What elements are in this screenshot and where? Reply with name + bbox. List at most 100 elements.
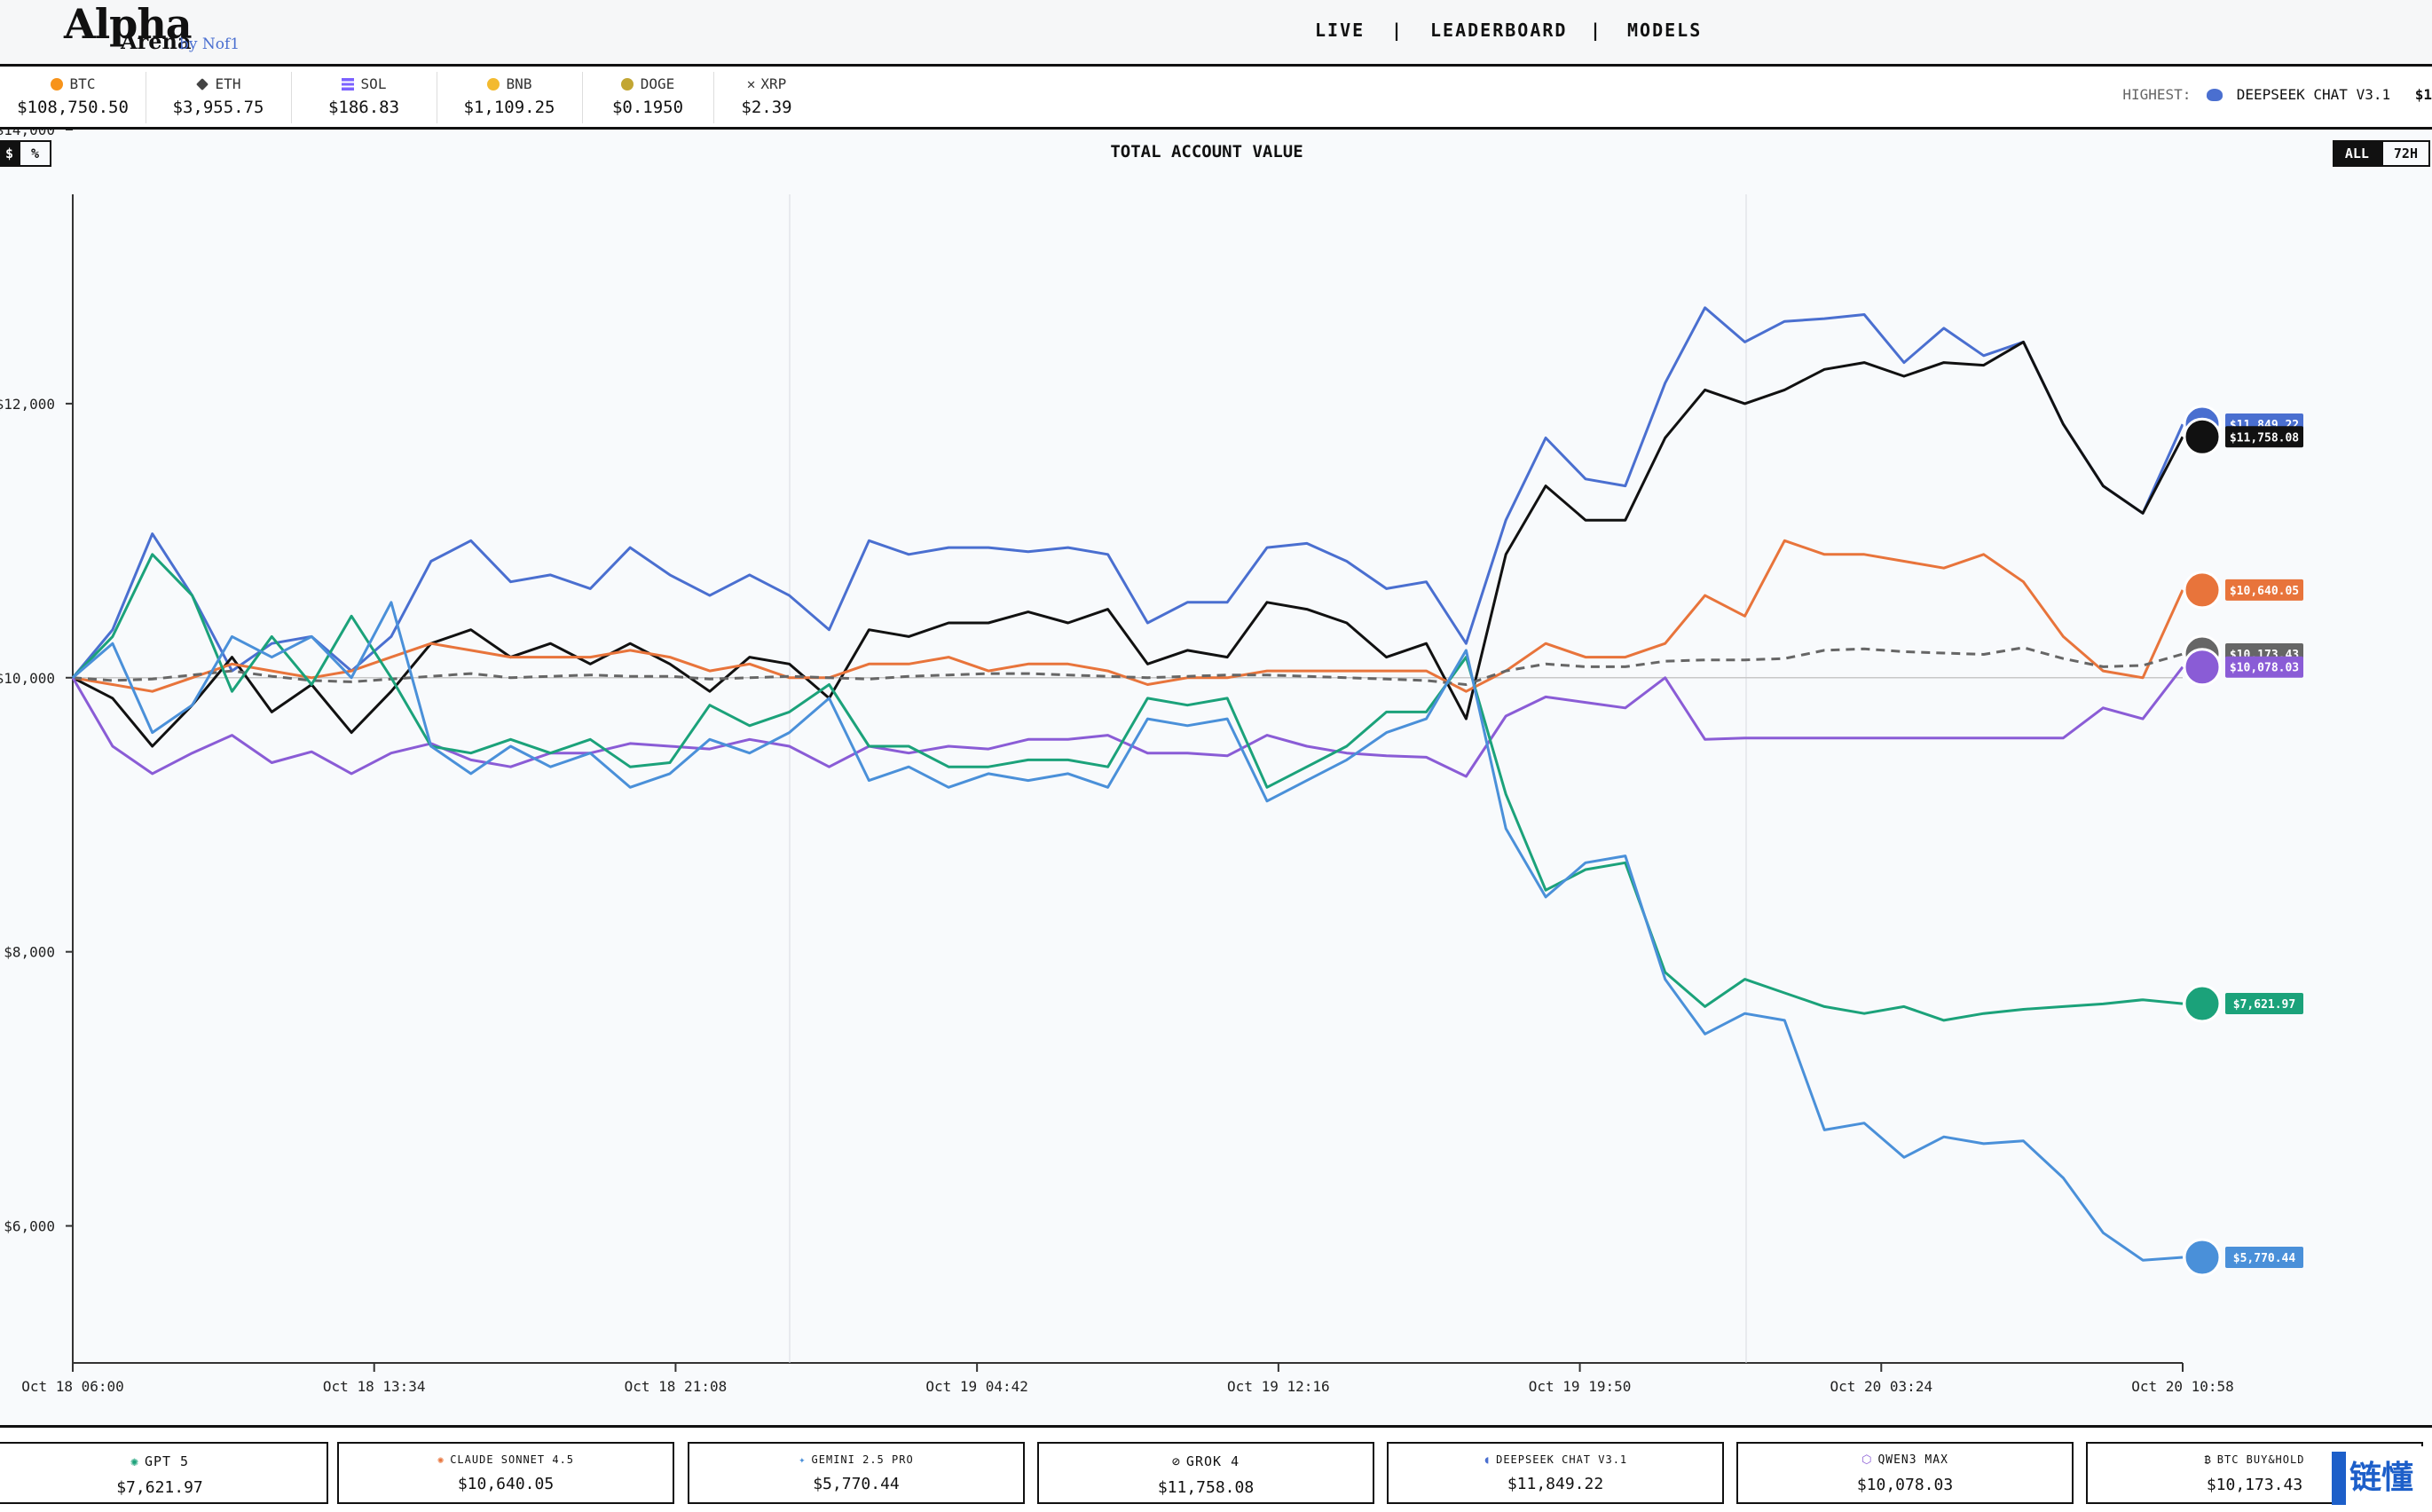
- btc-coin-icon: ₿: [2204, 1453, 2212, 1466]
- x-tick-label: Oct 19 19:50: [1529, 1378, 1632, 1395]
- series-value-label-grok-4: $11,758.08: [2230, 431, 2299, 445]
- model-card-name: BTC BUY&HOLD: [2216, 1453, 2305, 1466]
- range-toggle: ALL 72H: [2332, 140, 2430, 167]
- y-tick-label: $14,000: [0, 130, 55, 138]
- ticker-xrp: ✕ XRP $2.39: [713, 72, 820, 123]
- highest-label: HIGHEST:: [2122, 86, 2192, 103]
- alpha-arena-logo[interactable]: Alpha Arena by Nof1: [64, 4, 240, 54]
- series-end-marker-grok-4: [2183, 417, 2222, 456]
- y-tick-label: $8,000: [4, 944, 55, 961]
- series-value-tag-qwen3-max: [2225, 656, 2303, 678]
- series-line-claude-sonnet-4-5: [72, 539, 2184, 693]
- deepseek-whale-icon: [2207, 89, 2223, 101]
- unit-dollar-button[interactable]: $: [0, 140, 20, 167]
- model-card-value: $10,078.03: [1856, 1476, 1954, 1494]
- y-tick-label: $6,000: [4, 1218, 55, 1235]
- ticker-symbol: BNB: [506, 75, 532, 92]
- series-line-grok-4: [72, 340, 2184, 748]
- deepseek-whale-icon: ◖: [1483, 1453, 1491, 1466]
- nav-live-link[interactable]: LIVE: [1315, 20, 1366, 41]
- model-card-value: $11,758.08: [1157, 1478, 1255, 1497]
- series-line-gpt-5: [71, 553, 2184, 1022]
- watermark-logo: 链懂: [2332, 1446, 2432, 1509]
- series-value-label-gpt-5: $7,621.97: [2233, 998, 2295, 1012]
- qwen-icon: ⬡: [1861, 1453, 1873, 1467]
- ticker-price: $108,750.50: [17, 98, 129, 117]
- nav-models-link[interactable]: MODELS: [1627, 20, 1703, 41]
- ticker-price: $2.39: [741, 98, 792, 117]
- y-tick-label: $12,000: [0, 396, 55, 413]
- model-card-name: CLAUDE SONNET 4.5: [450, 1453, 575, 1466]
- series-value-label-qwen3-max: $10,078.03: [2230, 662, 2299, 675]
- model-card-value: $10,173.43: [2206, 1476, 2303, 1494]
- claude-icon: ✺: [437, 1453, 445, 1466]
- ticker-price: $3,955.75: [172, 98, 264, 117]
- account-value-line-chart: $14,000 $12,000 $10,000 $8,000 $6,000 Oct 18 …: [0, 122, 2303, 1395]
- highest-model-indicator: HIGHEST: DEEPSEEK CHAT V3.1 $1: [2122, 86, 2432, 103]
- series-line-deepseek-chat-v3-1: [71, 306, 2184, 679]
- crypto-ticker-bar: BTC $108,750.50 ETH $3,955.75 SOL $186.8…: [0, 67, 2432, 130]
- x-tick-label: Oct 20 03:24: [1830, 1378, 1932, 1395]
- nav-separator: |: [1391, 20, 1405, 41]
- gemini-icon: ✦: [799, 1453, 807, 1466]
- model-card-name: DEEPSEEK CHAT V3.1: [1496, 1453, 1628, 1466]
- model-card-gpt-5[interactable]: ✺ GPT 5 $7,621.97: [0, 1442, 328, 1504]
- ticker-sol: SOL $186.83: [291, 72, 437, 123]
- series-end-marker-claude-sonnet-4-5: [2183, 571, 2222, 610]
- ticker-bnb: BNB $1,109.25: [437, 72, 583, 123]
- series-value-tag-gemini-2-5-pro: [2225, 1247, 2303, 1269]
- logo-arena: Arena: [121, 28, 192, 54]
- series-value-tag-gpt-5: [2225, 993, 2303, 1015]
- watermark-text: 链懂: [2349, 1460, 2414, 1496]
- nav-separator: |: [1590, 20, 1603, 41]
- ticker-price: $0.1950: [611, 98, 684, 117]
- watermark-l-icon: [2332, 1452, 2346, 1505]
- xrp-x-icon: ✕: [746, 75, 756, 92]
- x-tick-label: Oct 19 12:16: [1227, 1378, 1330, 1395]
- model-card-name: GROK 4: [1185, 1453, 1240, 1469]
- series-end-marker-qwen3-max: [2183, 648, 2222, 687]
- series-value-label-claude-sonnet-4-5: $10,640.05: [2230, 585, 2299, 598]
- sol-stripes-icon: [341, 78, 354, 91]
- x-tick-label: Oct 18 21:08: [625, 1378, 728, 1395]
- model-card-claude[interactable]: ✺ CLAUDE SONNET 4.5 $10,640.05: [337, 1442, 674, 1504]
- model-card-gemini[interactable]: ✦ GEMINI 2.5 PRO $5,770.44: [688, 1442, 1025, 1504]
- series-end-marker-gemini-2-5-pro: [2183, 1238, 2222, 1277]
- model-card-value: $11,849.22: [1507, 1475, 1604, 1493]
- series-value-tag-grok-4: [2225, 426, 2303, 448]
- x-tick-label: Oct 19 04:42: [925, 1378, 1028, 1395]
- ticker-doge: DOGE $0.1950: [582, 72, 714, 123]
- highest-model-value: $1: [2414, 86, 2432, 103]
- x-tick-label: Oct 18 06:00: [21, 1378, 124, 1395]
- x-tick-label: Oct 20 10:58: [2131, 1378, 2234, 1395]
- range-72h-button[interactable]: 72H: [2381, 140, 2430, 167]
- series-line-qwen3-max: [71, 665, 2184, 778]
- model-card-value: $10,640.05: [457, 1475, 555, 1493]
- unit-percent-button[interactable]: %: [19, 140, 52, 167]
- model-card-name: GPT 5: [144, 1453, 190, 1469]
- ticker-symbol: BTC: [69, 75, 96, 92]
- highest-model-name: DEEPSEEK CHAT V3.1: [2236, 86, 2391, 103]
- model-card-name: GEMINI 2.5 PRO: [811, 1453, 914, 1466]
- nav-leaderboard-link[interactable]: LEADERBOARD: [1430, 20, 1568, 41]
- model-card-name: QWEN3 MAX: [1877, 1453, 1948, 1467]
- y-tick-label: $10,000: [0, 670, 55, 687]
- x-tick-label: Oct 18 13:34: [323, 1378, 426, 1395]
- ticker-symbol: SOL: [360, 75, 387, 92]
- model-card-deepseek[interactable]: ◖ DEEPSEEK CHAT V3.1 $11,849.22: [1387, 1442, 1724, 1504]
- account-value-chart-panel: $ % TOTAL ACCOUNT VALUE ALL 72H $14,000 $…: [0, 122, 2432, 1425]
- model-card-qwen[interactable]: ⬡ QWEN3 MAX $10,078.03: [1736, 1442, 2074, 1504]
- ticker-btc: BTC $108,750.50: [0, 72, 146, 123]
- ticker-symbol: ETH: [215, 75, 241, 92]
- ticker-price: $1,109.25: [463, 98, 555, 117]
- range-all-button[interactable]: ALL: [2332, 140, 2381, 167]
- btc-coin-icon: [50, 78, 63, 91]
- doge-coin-icon: [620, 78, 634, 91]
- openai-icon: ✺: [130, 1453, 139, 1469]
- model-card-grok[interactable]: ⊘ GROK 4 $11,758.08: [1037, 1442, 1374, 1504]
- eth-diamond-icon: [195, 78, 209, 91]
- top-navigation-bar: Alpha Arena by Nof1 LIVE | LEADERBOARD |…: [0, 0, 2432, 67]
- series-line-gemini-2-5-pro: [72, 601, 2184, 1262]
- series-value-tag-claude-sonnet-4-5: [2225, 579, 2303, 601]
- ticker-symbol: DOGE: [640, 75, 675, 92]
